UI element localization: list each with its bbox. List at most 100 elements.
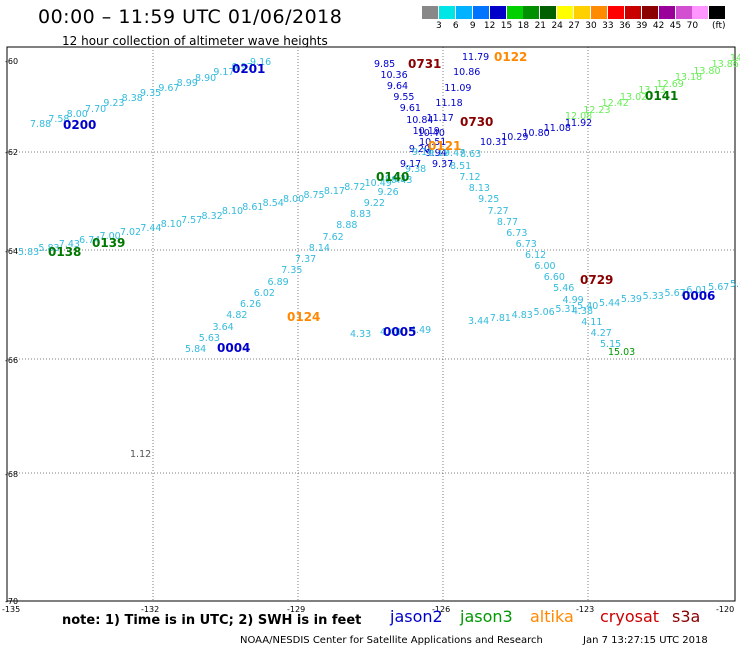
swh-marker: 9.22 xyxy=(363,197,385,209)
swh-marker: 10.86 xyxy=(453,67,481,79)
swh-marker: 4.33 xyxy=(350,329,372,340)
legend-label: 12 xyxy=(483,21,496,31)
pass-label: 0200 xyxy=(63,118,97,132)
swh-marker: 11.18 xyxy=(435,97,463,109)
swh-marker: 9.25 xyxy=(478,194,500,206)
swh-marker: 6.73 xyxy=(506,227,528,239)
swh-marker: 3.64 xyxy=(212,321,234,333)
swh-marker: 10.80 xyxy=(522,127,550,139)
swh-marker: 7.12 xyxy=(459,172,481,184)
lat-label: -70 xyxy=(5,597,19,606)
legend-swatch xyxy=(438,6,455,19)
swh-marker: 5.84 xyxy=(185,344,207,355)
swh-marker: 6.12 xyxy=(525,250,547,261)
legend-label: 24 xyxy=(551,21,563,31)
legend-swatch xyxy=(607,6,624,19)
swh-marker: 8.51 xyxy=(450,161,472,172)
pass-label: 0729 xyxy=(580,273,614,287)
satellite-name: jason3 xyxy=(460,607,513,626)
swh-marker: 7.43 xyxy=(58,238,80,250)
swh-marker: 7.37 xyxy=(295,254,317,265)
swh-marker: 9.55 xyxy=(393,92,415,104)
legend-swatch xyxy=(709,6,726,19)
swh-marker: 4.27 xyxy=(590,327,612,339)
legend-label: 33 xyxy=(602,21,614,31)
swh-marker: 12.23 xyxy=(583,104,611,116)
swh-marker: 7.00 xyxy=(99,230,121,242)
swh-marker: 11.79 xyxy=(462,52,490,63)
legend-label: 9 xyxy=(469,21,476,31)
swh-marker: 1.12 xyxy=(130,449,152,460)
swh-marker: 8.99 xyxy=(176,77,198,89)
satellite-name: s3a xyxy=(672,607,701,626)
swh-marker: 9.16 xyxy=(250,57,272,68)
swh-marker: 9.20 xyxy=(408,143,430,155)
swh-marker: 8.72 xyxy=(344,182,366,194)
pass-label: 0138 xyxy=(48,245,82,259)
legend-label: 3 xyxy=(436,21,442,31)
legend-swatch xyxy=(675,6,692,19)
swh-marker: 5.83 xyxy=(18,247,40,258)
swh-marker: 8.90 xyxy=(195,72,217,84)
swh-marker: 5.63 xyxy=(198,332,220,344)
swh-marker: 9.17 xyxy=(412,147,434,158)
swh-marker: 9.47 xyxy=(444,148,466,160)
legend-swatch xyxy=(489,6,506,19)
legend-swatch xyxy=(557,6,574,19)
swh-marker: 4.82 xyxy=(226,310,248,322)
legend-swatch xyxy=(641,6,658,19)
swh-marker: 8.00 xyxy=(66,108,88,120)
lon-label: -132 xyxy=(141,605,160,614)
swh-marker: 8.63 xyxy=(460,149,482,160)
swh-marker: 6.02 xyxy=(253,287,275,299)
page-title: 00:00 – 11:59 UTC 01/06/2018 xyxy=(38,6,343,28)
swh-marker: 9.38 xyxy=(405,164,427,175)
pass-label: 0730 xyxy=(460,115,494,129)
swh-marker: 8.75 xyxy=(303,190,325,202)
pass-label: 0006 xyxy=(682,289,716,303)
legend-swatch xyxy=(540,6,557,19)
graticule xyxy=(7,47,735,601)
page-subtitle: 12 hour collection of altimeter wave hei… xyxy=(62,34,328,48)
legend-label: 18 xyxy=(517,21,530,31)
swh-marker: 7.62 xyxy=(322,231,344,243)
swh-marker: 10.51 xyxy=(419,136,447,148)
legend-label: 27 xyxy=(568,21,580,31)
swh-marker: 9.94 xyxy=(425,147,447,159)
legend-label: 70 xyxy=(686,21,699,31)
legend-label: 42 xyxy=(652,21,665,31)
swh-marker: 14.12 xyxy=(730,53,740,64)
pass-label: 0004 xyxy=(217,341,251,355)
swh-marker: 8.83 xyxy=(350,209,372,220)
lat-label: -68 xyxy=(5,470,19,479)
swh-marker: 8.88 xyxy=(336,220,358,232)
swh-marker: 5.33 xyxy=(642,291,664,303)
satellite-name: cryosat xyxy=(600,607,660,626)
swh-marker: 6.26 xyxy=(240,299,262,310)
swh-marker: 7.70 xyxy=(85,103,107,115)
legend-label: 39 xyxy=(635,21,648,31)
swh-marker: 4.49 xyxy=(410,325,432,336)
swh-marker: 5.31 xyxy=(555,303,577,315)
swh-marker: 7.81 xyxy=(489,312,511,324)
pass-label: 0121 xyxy=(428,139,462,153)
swh-marker: 8.00 xyxy=(283,194,305,206)
swh-marker: 13.02 xyxy=(620,91,648,103)
swh-marker: 13.80 xyxy=(693,65,721,77)
swh-marker: 12.08 xyxy=(565,111,593,122)
legend-swatch xyxy=(472,6,489,19)
swh-marker: 5.46 xyxy=(553,283,575,295)
legend-swatch xyxy=(658,6,675,19)
pass-label: 0140 xyxy=(376,170,410,184)
swh-marker: 10.84 xyxy=(406,114,434,126)
legend-label: 21 xyxy=(534,21,547,31)
legend-swatch xyxy=(523,6,540,19)
swh-marker: 9.67 xyxy=(158,82,180,94)
swh-marker: 10.40 xyxy=(417,128,445,140)
swh-marker: 3.44 xyxy=(468,316,490,327)
lon-label: -135 xyxy=(2,605,21,614)
swh-marker: 5.40 xyxy=(577,300,599,312)
swh-marker: 9.17 xyxy=(428,147,450,159)
swh-marker: 13.18 xyxy=(675,72,703,84)
legend-label: 45 xyxy=(669,21,682,31)
